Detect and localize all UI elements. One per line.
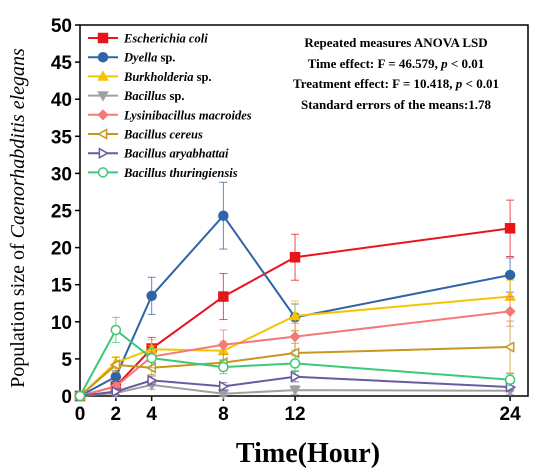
data-point — [289, 358, 301, 369]
data-point — [289, 251, 301, 263]
x-tick-label: 24 — [500, 404, 522, 425]
data-point — [504, 305, 516, 317]
y-tick-label: 25 — [51, 202, 73, 223]
series-line — [79, 310, 511, 397]
statistics-annotation: Repeated measures ANOVA LSD Time effect:… — [293, 35, 499, 112]
data-point — [290, 370, 302, 383]
legend-label: Escherichia coli — [123, 32, 208, 46]
data-point — [217, 339, 229, 351]
legend-entry-2: Dyella sp. — [88, 51, 175, 65]
series-line — [79, 383, 511, 397]
legend-marker — [98, 147, 110, 159]
legend-label: Bacillus sp. — [123, 89, 184, 103]
y-tick-label: 35 — [51, 127, 73, 148]
data-point — [504, 374, 516, 385]
data-point — [504, 223, 516, 234]
legend-entry-5: Lysinibacillus macroides — [88, 108, 252, 122]
legend-label: Burkholderia sp. — [123, 70, 212, 84]
data-point — [289, 309, 301, 321]
data-point — [74, 390, 86, 402]
data-point — [109, 359, 121, 371]
data-point — [110, 371, 122, 382]
data-point — [219, 380, 230, 393]
legend-label: Dyella sp. — [123, 51, 175, 65]
legend: Escherichia coli Dyella sp. Burkholderia s… — [88, 32, 252, 180]
data-point — [504, 269, 516, 281]
y-tick-label: 30 — [51, 164, 72, 185]
data-point — [218, 210, 229, 221]
legend-entry-3: Burkholderia sp. — [88, 70, 212, 84]
x-tick-label: 2 — [111, 404, 122, 425]
data-point — [110, 324, 122, 336]
y-tick-label: 15 — [51, 276, 73, 297]
legend-marker — [97, 70, 109, 81]
data-point — [111, 385, 122, 398]
x-tick-label: 0 — [75, 404, 86, 425]
series-line — [79, 375, 511, 397]
x-tick-label: 4 — [146, 404, 157, 425]
x-tick-label: 12 — [284, 404, 305, 425]
legend-marker — [97, 109, 109, 121]
data-point — [147, 374, 158, 387]
y-tick-label: 45 — [51, 53, 73, 74]
data-point — [289, 331, 301, 343]
data-point — [288, 347, 300, 359]
data-point — [504, 341, 515, 353]
y-tick-label: 5 — [61, 350, 72, 371]
y-tick-label: 40 — [51, 90, 72, 111]
legend-entry-6: Bacillus cereus — [88, 128, 203, 142]
annotation-line-3: Treatment effect: F = 10.418, p < 0.01 — [293, 76, 499, 91]
data-point — [289, 385, 301, 397]
data-point — [218, 291, 229, 302]
data-point — [218, 361, 229, 373]
annotation-line-1: Repeated measures ANOVA LSD — [304, 35, 487, 50]
legend-entry-4: Bacillus sp. — [88, 89, 184, 103]
series-line — [79, 214, 511, 397]
y-tick-label: 0 — [61, 387, 72, 408]
annotation-line-4: Standard errors of the means:1.78 — [301, 97, 492, 112]
legend-marker — [97, 167, 109, 178]
legend-label: Lysinibacillus macroides — [123, 108, 252, 122]
y-tick-label: 50 — [51, 16, 72, 37]
y-tick-label: 10 — [51, 313, 72, 334]
legend-marker — [97, 51, 109, 63]
legend-entry-7: Bacillus aryabhattai — [88, 147, 229, 161]
x-tick-label: 8 — [218, 404, 229, 425]
data-point — [146, 290, 157, 302]
series-line — [79, 346, 511, 397]
legend-label: Bacillus thuringiensis — [123, 166, 238, 180]
legend-marker — [97, 91, 109, 102]
legend-marker — [97, 32, 109, 44]
data-point — [146, 352, 157, 364]
legend-label: Bacillus aryabhattai — [123, 147, 229, 161]
annotation-line-2: Time effect: F = 46.579, p < 0.01 — [308, 56, 485, 71]
y-axis-label: Population size of Caenorhabditis elegan… — [7, 48, 29, 388]
legend-entry-8: Bacillus thuringiensis — [88, 166, 238, 180]
legend-entry-1: Escherichia coli — [88, 32, 208, 46]
series-8 — [74, 316, 516, 402]
series-line — [79, 328, 511, 397]
y-tick-label: 20 — [51, 239, 72, 260]
legend-label: Bacillus cereus — [123, 128, 203, 142]
x-axis-label: Time(Hour) — [236, 438, 380, 469]
legend-marker — [96, 128, 108, 140]
